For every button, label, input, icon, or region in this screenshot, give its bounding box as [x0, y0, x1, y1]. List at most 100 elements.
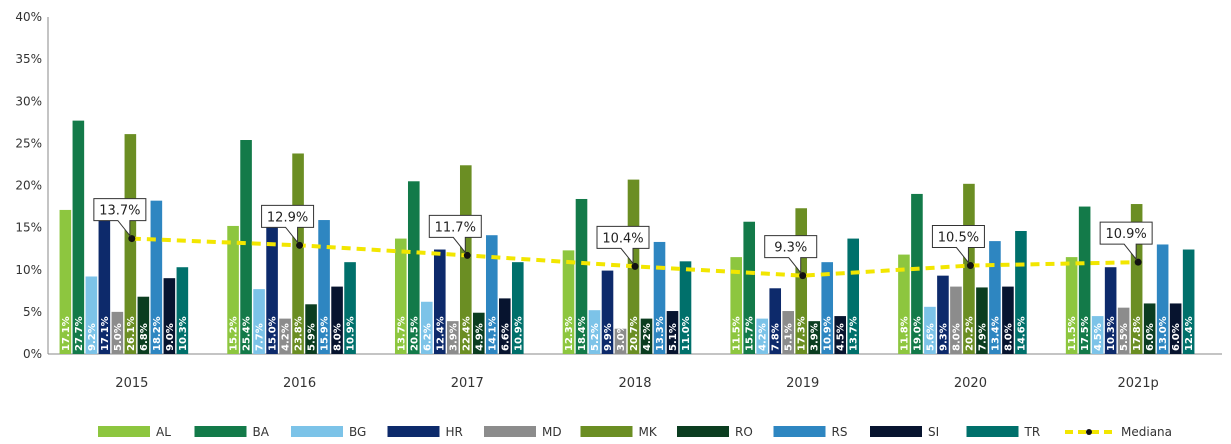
bar-al: [730, 257, 743, 354]
bar-si: [331, 286, 343, 354]
bar-rs: [485, 235, 498, 354]
bar-al: [562, 250, 575, 354]
bar-value-label: 13.3%: [655, 316, 666, 351]
bar-tr: [847, 238, 860, 354]
legend-label: RO: [735, 425, 753, 439]
bar-tr: [1182, 249, 1195, 354]
bar-value-label: 5.5%: [1119, 323, 1130, 351]
bar-value-label: 11.5%: [732, 316, 743, 351]
median-callout: [764, 235, 818, 275]
bar-rs: [821, 262, 834, 354]
bar-value-label: 9.3%: [938, 323, 949, 351]
bar-bg: [924, 306, 936, 354]
bar-bg: [1091, 316, 1104, 354]
bar-hr: [601, 270, 614, 354]
bar-ba: [72, 120, 85, 354]
bar-value-label: 3.9%: [810, 323, 821, 351]
median-value-label: 11.7%: [435, 220, 476, 235]
bar-ba: [240, 140, 252, 354]
median-value-label: 9.3%: [774, 241, 807, 256]
median-callout: [1099, 221, 1153, 261]
bar-si: [163, 278, 176, 354]
bar-si: [1002, 286, 1014, 354]
bar-value-label: 6.8%: [139, 323, 150, 351]
bar-value-label: 22.4%: [461, 316, 472, 351]
bar-mk: [459, 165, 472, 354]
bar-value-label: 12.4%: [1184, 316, 1195, 351]
bar-rs: [1156, 244, 1169, 354]
bar-ba: [1078, 206, 1091, 354]
median-point: [296, 241, 304, 249]
bar-ba: [743, 221, 756, 354]
bar-al: [898, 254, 910, 354]
bar-mk: [124, 134, 137, 354]
median-value-label: 10.9%: [1105, 227, 1146, 242]
bar-value-label: 11.5%: [1067, 316, 1078, 351]
bar-ro: [1143, 303, 1156, 354]
median-series: 13.7% 12.9% 11.7% 10.4% 9.3% 10.5% 10.9%: [93, 198, 1153, 280]
bar-value-label: 13.7%: [849, 316, 860, 351]
median-point: [128, 235, 136, 243]
bar-ba: [575, 198, 588, 354]
bar-rs: [318, 220, 330, 354]
bar-bg: [253, 289, 265, 354]
median-callout: [261, 204, 315, 244]
bar-value-label: 14.1%: [487, 316, 498, 351]
legend-swatch-mk: [580, 426, 633, 437]
median-value-label: 10.4%: [602, 231, 643, 246]
bar-value-label: 6.0%: [1171, 323, 1182, 351]
bar-value-label: 12.3%: [564, 316, 575, 351]
median-point: [463, 251, 471, 259]
bar-value-label: 7.8%: [771, 323, 782, 351]
median-point: [966, 262, 974, 270]
bar-hr: [433, 249, 446, 354]
bar-value-label: 5.2%: [590, 323, 601, 351]
legend-swatch-rs: [773, 426, 826, 437]
median-point: [1134, 258, 1142, 266]
median-value-label: 10.5%: [938, 231, 979, 246]
bar-value-label: 9.9%: [603, 323, 614, 351]
y-tick-label: 30%: [15, 94, 42, 108]
bar-value-label: 25.4%: [242, 316, 253, 351]
bar-value-label: 17.1%: [100, 316, 111, 351]
bar-value-label: 23.8%: [294, 316, 305, 351]
legend-label: MK: [639, 425, 658, 439]
bar-value-label: 7.7%: [255, 323, 266, 351]
legend-label: BA: [253, 425, 270, 439]
bar-ro: [976, 287, 988, 354]
legend-swatch-bg: [291, 426, 343, 437]
legend-marker: [1086, 429, 1092, 435]
bar-value-label: 10.3%: [178, 316, 189, 351]
x-tick-label: 2019: [786, 376, 819, 391]
bar-value-label: 6.0%: [1145, 323, 1156, 351]
bar-ro: [137, 296, 150, 354]
bar-ro: [640, 318, 653, 354]
bar-rs: [653, 241, 666, 354]
bar-value-label: 4.5%: [836, 323, 847, 351]
legend-label: BG: [349, 425, 366, 439]
legend-swatch-md: [484, 426, 536, 437]
y-tick-label: 10%: [15, 263, 42, 277]
bar-value-label: 8.0%: [1003, 323, 1014, 351]
bar-al: [394, 238, 407, 354]
legend-swatch-tr: [966, 426, 1019, 437]
bar-bg: [85, 276, 98, 354]
median-point: [799, 272, 807, 280]
bar-value-label: 5.1%: [784, 323, 795, 351]
bar-bg: [420, 301, 433, 354]
bar-value-label: 3.9%: [448, 323, 459, 351]
bar-value-label: 20.5%: [409, 316, 420, 351]
bar-value-label: 15.9%: [320, 316, 331, 351]
bar-value-label: 26.1%: [126, 316, 137, 351]
legend-swatch-si: [870, 426, 922, 437]
x-tick-label: 2015: [115, 376, 148, 391]
legend-label: Mediana: [1121, 425, 1172, 439]
bar-hr: [98, 209, 111, 354]
bar-mk: [795, 208, 808, 354]
bar-value-label: 11.0%: [681, 316, 692, 351]
bar-md: [446, 321, 459, 354]
bar-value-label: 10.9%: [346, 316, 357, 351]
bar-mk: [963, 183, 975, 354]
bar-ro: [472, 312, 485, 354]
